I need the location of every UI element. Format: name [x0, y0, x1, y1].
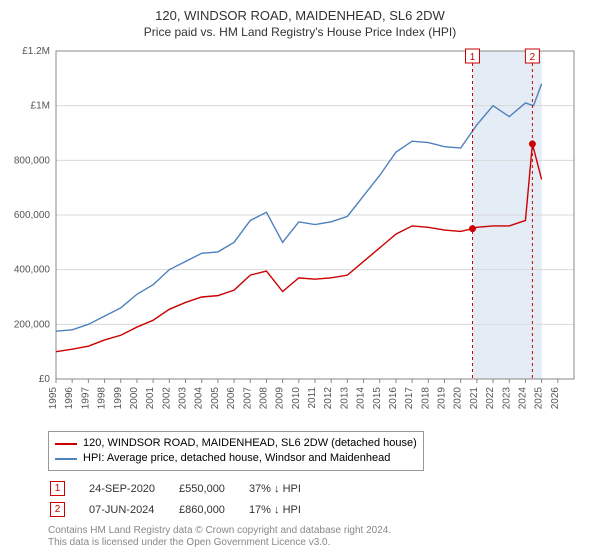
chart-title: 120, WINDSOR ROAD, MAIDENHEAD, SL6 2DW — [14, 8, 586, 23]
svg-text:£400,000: £400,000 — [14, 265, 50, 276]
legend-item: HPI: Average price, detached house, Wind… — [55, 451, 417, 466]
svg-text:2000: 2000 — [129, 387, 140, 410]
svg-text:2021: 2021 — [469, 387, 480, 410]
svg-text:£600,000: £600,000 — [14, 210, 50, 221]
svg-text:2020: 2020 — [453, 387, 464, 410]
svg-text:2024: 2024 — [517, 387, 528, 410]
svg-text:2009: 2009 — [275, 387, 286, 410]
svg-text:2026: 2026 — [550, 387, 561, 410]
legend-swatch — [55, 458, 77, 460]
svg-text:2010: 2010 — [291, 387, 302, 410]
svg-text:1995: 1995 — [48, 387, 59, 410]
svg-text:£0: £0 — [39, 374, 51, 385]
svg-text:2011: 2011 — [307, 387, 318, 409]
svg-text:2023: 2023 — [501, 387, 512, 410]
event-delta: 17% ↓ HPI — [249, 500, 323, 519]
attribution-text: Contains HM Land Registry data © Crown c… — [48, 525, 586, 549]
down-arrow-icon: ↓ — [274, 504, 280, 516]
svg-text:£1M: £1M — [31, 101, 50, 112]
event-price: £860,000 — [179, 500, 247, 519]
legend: 120, WINDSOR ROAD, MAIDENHEAD, SL6 2DW (… — [48, 431, 424, 471]
legend-label: HPI: Average price, detached house, Wind… — [83, 451, 390, 466]
svg-text:2005: 2005 — [210, 387, 221, 410]
svg-text:1996: 1996 — [64, 387, 75, 410]
line-chart-svg: £0 £200,000 £400,000 £600,000 £800,000 £1M £1.… — [14, 45, 586, 425]
svg-text:£800,000: £800,000 — [14, 155, 50, 166]
chart-subtitle: Price paid vs. HM Land Registry's House … — [14, 25, 586, 39]
down-arrow-icon: ↓ — [274, 483, 280, 495]
svg-text:£200,000: £200,000 — [14, 319, 50, 330]
event-marker-badge: 1 — [50, 481, 65, 496]
svg-text:2007: 2007 — [242, 387, 253, 410]
svg-text:2022: 2022 — [485, 387, 496, 410]
svg-text:2012: 2012 — [323, 387, 334, 410]
svg-text:1997: 1997 — [80, 387, 91, 410]
svg-text:2002: 2002 — [161, 387, 172, 410]
svg-text:2019: 2019 — [437, 387, 448, 410]
events-table: 1 24-SEP-2020 £550,000 37% ↓ HPI 2 07-JU… — [48, 477, 325, 521]
event-price: £550,000 — [179, 479, 247, 498]
event-row: 2 07-JUN-2024 £860,000 17% ↓ HPI — [50, 500, 323, 519]
legend-label: 120, WINDSOR ROAD, MAIDENHEAD, SL6 2DW (… — [83, 436, 417, 451]
svg-text:2013: 2013 — [339, 387, 350, 410]
svg-text:2006: 2006 — [226, 387, 237, 410]
svg-text:2015: 2015 — [372, 387, 383, 410]
event-date: 24-SEP-2020 — [89, 479, 177, 498]
svg-text:1: 1 — [470, 52, 476, 63]
event-row: 1 24-SEP-2020 £550,000 37% ↓ HPI — [50, 479, 323, 498]
svg-text:2025: 2025 — [534, 387, 545, 410]
legend-swatch — [55, 443, 77, 445]
svg-text:2018: 2018 — [420, 387, 431, 410]
svg-text:2008: 2008 — [258, 387, 269, 410]
event-marker-badge: 2 — [50, 502, 65, 517]
event-delta: 37% ↓ HPI — [249, 479, 323, 498]
svg-text:2004: 2004 — [194, 387, 205, 410]
svg-text:2017: 2017 — [404, 387, 415, 410]
event-date: 07-JUN-2024 — [89, 500, 177, 519]
svg-text:1998: 1998 — [97, 387, 108, 410]
chart-area: £0 £200,000 £400,000 £600,000 £800,000 £1M £1.… — [14, 45, 586, 425]
svg-text:£1.2M: £1.2M — [22, 46, 50, 57]
svg-text:2: 2 — [530, 52, 536, 63]
svg-text:1999: 1999 — [113, 387, 124, 410]
svg-text:2014: 2014 — [356, 387, 367, 410]
svg-text:2003: 2003 — [178, 387, 189, 410]
svg-text:2016: 2016 — [388, 387, 399, 410]
svg-text:2001: 2001 — [145, 387, 156, 410]
legend-item: 120, WINDSOR ROAD, MAIDENHEAD, SL6 2DW (… — [55, 436, 417, 451]
